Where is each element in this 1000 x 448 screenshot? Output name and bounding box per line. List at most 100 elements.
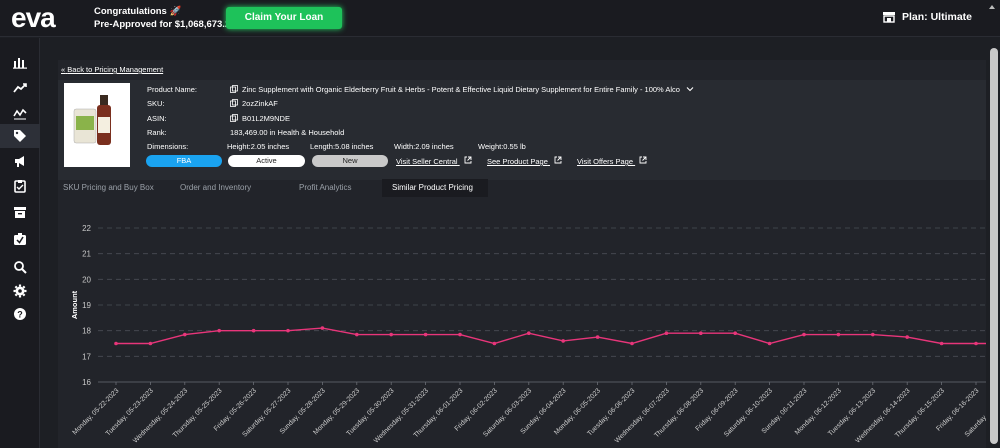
page-scrollbar[interactable] <box>988 40 1000 448</box>
copy-icon[interactable] <box>230 99 238 107</box>
data-point <box>871 332 875 337</box>
data-point <box>148 341 153 346</box>
tab-bar: SKU Pricing and Buy Box Order and Invent… <box>58 179 986 197</box>
data-point <box>320 326 325 330</box>
data-point <box>699 331 703 336</box>
data-point <box>802 332 806 337</box>
congrats-title: Congratulations 🚀 <box>94 6 182 17</box>
logo-text: eva <box>11 5 56 31</box>
data-point <box>527 331 531 336</box>
sidebar-item-analytics[interactable] <box>0 101 40 125</box>
loan-congrats: Congratulations 🚀 Pre-Approved for $1,06… <box>94 5 236 31</box>
sidebar-item-dashboard[interactable] <box>0 50 40 74</box>
external-link-icon <box>639 156 647 164</box>
sidebar-item-tasks[interactable] <box>0 174 40 198</box>
rank-value: 183,469.00 in Health & Household <box>230 128 345 137</box>
product-page-link[interactable]: See Product Page <box>487 156 562 166</box>
price-chart: 16 17 18 19 20 21 22 Amount Monday, 05-22-2023 Tu… <box>58 197 986 448</box>
import-icon <box>14 233 26 245</box>
product-page-label: See Product Page <box>487 157 548 166</box>
asin-text: B01L2M9NDE <box>242 114 290 123</box>
data-point <box>183 332 187 337</box>
dimension-width: Width:2.09 inches <box>394 142 454 151</box>
copy-icon[interactable] <box>230 85 238 93</box>
price-series-line <box>116 327 986 345</box>
trending-up-icon <box>13 83 27 93</box>
top-bar: eva Congratulations 🚀 Pre-Approved for $… <box>0 0 1000 37</box>
back-link-label: Back to Pricing Management <box>67 65 164 74</box>
y-tick-label: 22 <box>82 224 91 233</box>
product-details-card: Product Name: Zinc Supplement with Organ… <box>58 80 986 180</box>
y-tick-label: 17 <box>82 352 91 361</box>
help-icon: ? <box>14 308 26 320</box>
y-tick-label: 16 <box>82 378 91 387</box>
sku-value[interactable]: 2ozZinkAF <box>230 99 278 108</box>
bar-chart-icon <box>13 58 27 69</box>
sidebar-item-settings[interactable] <box>0 279 40 303</box>
data-point <box>595 335 600 339</box>
back-link[interactable]: « Back to Pricing Management <box>61 65 163 74</box>
data-point <box>561 339 565 343</box>
sidebar-item-pricing[interactable] <box>0 124 40 148</box>
chevron-down-icon[interactable] <box>686 86 694 92</box>
tab-profit-analytics[interactable]: Profit Analytics <box>299 183 352 192</box>
offers-page-label: Visit Offers Page <box>577 157 634 166</box>
svg-text:?: ? <box>17 310 23 320</box>
dimension-weight: Weight:0.55 lb <box>478 142 526 151</box>
sku-label: SKU: <box>147 99 165 108</box>
sidebar-item-inventory[interactable] <box>0 200 40 224</box>
sparkline-icon <box>13 108 27 120</box>
product-image[interactable] <box>64 83 130 167</box>
product-name-value[interactable]: Zinc Supplement with Organic Elderberry … <box>230 85 694 94</box>
y-tick-label: 19 <box>82 301 91 310</box>
tab-sku-pricing[interactable]: SKU Pricing and Buy Box <box>63 183 154 192</box>
y-axis-title: Amount <box>70 290 79 319</box>
data-point <box>905 335 909 339</box>
copy-icon[interactable] <box>230 114 238 122</box>
sidebar-item-search[interactable] <box>0 255 40 279</box>
scrollbar-thumb[interactable] <box>990 48 998 444</box>
scroll-up-arrow-icon[interactable] <box>988 3 996 11</box>
store-icon <box>882 12 895 23</box>
data-point <box>664 331 669 336</box>
asin-label: ASIN: <box>147 114 167 123</box>
seller-central-label: Visit Seller Central <box>396 157 458 166</box>
claim-loan-button[interactable]: Claim Your Loan <box>226 7 342 29</box>
asin-value[interactable]: B01L2M9NDE <box>230 114 290 123</box>
plan-indicator[interactable]: Plan: Ultimate <box>882 11 972 23</box>
tab-order-inventory[interactable]: Order and Inventory <box>180 183 252 192</box>
offers-page-link[interactable]: Visit Offers Page <box>577 156 647 166</box>
gear-icon <box>13 284 27 298</box>
sidebar-item-trends[interactable] <box>0 76 40 100</box>
main-content: « Back to Pricing Management Product Nam… <box>58 60 986 448</box>
condition-badge: New <box>312 155 388 167</box>
fba-badge: FBA <box>146 155 222 167</box>
tab-similar-product-pricing[interactable]: Similar Product Pricing <box>382 179 488 197</box>
plan-label: Plan: Ultimate <box>901 11 972 23</box>
search-icon <box>14 261 27 274</box>
data-point <box>286 328 290 333</box>
data-point <box>114 341 118 346</box>
data-point <box>355 332 359 337</box>
rank-label: Rank: <box>147 128 167 137</box>
dimension-length: Length:5.08 inches <box>310 142 374 151</box>
data-point <box>939 341 944 346</box>
sidebar-item-import[interactable] <box>0 227 40 251</box>
dimensions-label: Dimensions: <box>147 142 189 151</box>
sidebar: ? <box>0 38 40 448</box>
sidebar-item-help[interactable]: ? <box>0 302 40 326</box>
preapproved-amount: Pre-Approved for $1,068,673.26 <box>94 19 236 30</box>
tag-icon <box>14 130 26 142</box>
sidebar-item-marketing[interactable] <box>0 149 40 173</box>
eva-logo[interactable]: eva <box>11 5 73 31</box>
clipboard-icon <box>14 180 26 193</box>
data-point <box>733 331 737 336</box>
megaphone-icon <box>15 156 24 167</box>
data-point <box>767 341 772 346</box>
archive-box-icon <box>14 207 26 218</box>
seller-central-link[interactable]: Visit Seller Central <box>396 156 472 166</box>
data-point <box>492 341 497 346</box>
external-link-icon <box>554 156 562 164</box>
data-point <box>836 332 841 337</box>
